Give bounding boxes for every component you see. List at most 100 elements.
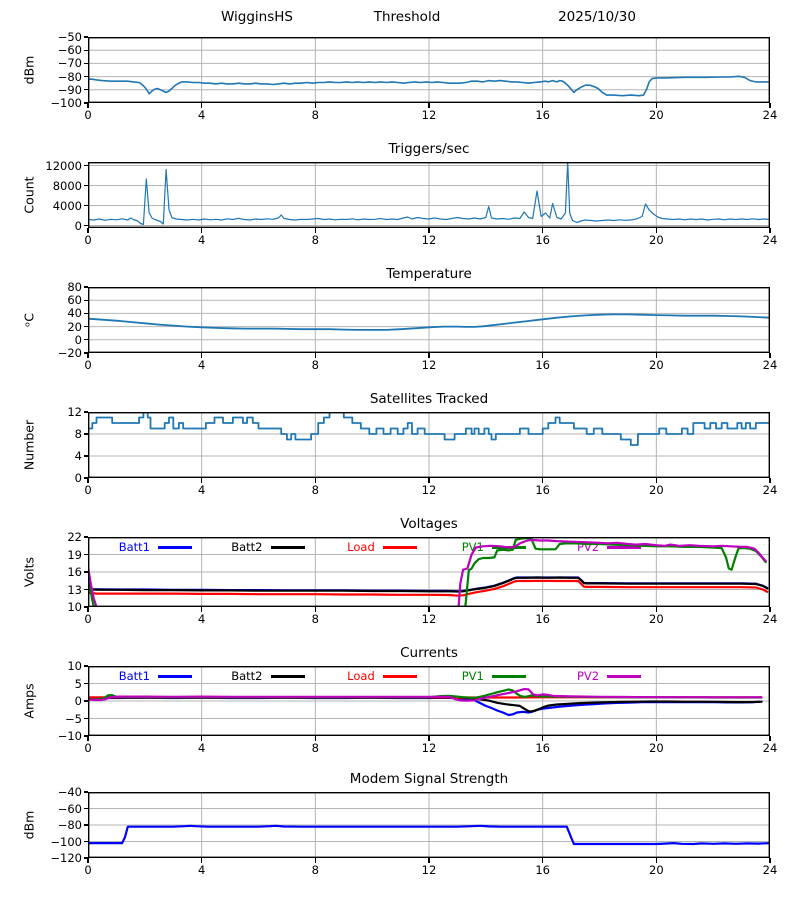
xtick-mark-temperature-24 <box>769 353 771 358</box>
xtick-mark-satellites-12 <box>428 478 430 483</box>
xtick-label-temperature-8: 8 <box>311 358 319 372</box>
xtick-mark-triggers-20 <box>655 228 657 233</box>
ytick-label-temperature-40: 40 <box>67 306 82 321</box>
ytick-label-temperature--20: −20 <box>57 346 82 360</box>
axes-frame-threshold <box>88 37 770 103</box>
xtick-label-currents-12: 12 <box>421 741 437 755</box>
xtick-mark-currents-0 <box>87 736 89 741</box>
xtick-label-satellites-12: 12 <box>421 483 437 497</box>
series-threshold-threshold <box>88 75 770 97</box>
xtick-mark-triggers-0 <box>87 228 89 233</box>
ytick-label-modem--40: −40 <box>57 785 82 799</box>
series-temperature-temperature <box>88 313 770 331</box>
xtick-mark-satellites-4 <box>201 478 203 483</box>
legend-swatch-pv2 <box>607 675 642 678</box>
ytick-label-triggers-8000: 8000 <box>52 178 82 193</box>
xtick-label-triggers-24: 24 <box>762 233 778 247</box>
axes-frame-voltages <box>88 537 770 607</box>
legend-label-batt2: Batt2 <box>231 540 263 554</box>
xtick-mark-voltages-4 <box>201 607 203 612</box>
xtick-mark-currents-4 <box>201 736 203 741</box>
ytick-mark-satellites-0 <box>83 477 88 479</box>
xtick-mark-modem-24 <box>769 858 771 863</box>
xtick-label-currents-0: 0 <box>84 741 92 755</box>
plot-area-currents <box>88 666 770 736</box>
legend-swatch-pv2 <box>607 546 642 549</box>
xtick-mark-temperature-12 <box>428 353 430 358</box>
xtick-mark-satellites-0 <box>87 478 89 483</box>
xtick-mark-threshold-20 <box>655 103 657 108</box>
legend-label-pv1: PV1 <box>461 540 484 554</box>
xtick-label-currents-24: 24 <box>762 741 778 755</box>
date-label: 2025/10/30 <box>558 9 636 25</box>
ytick-label-temperature-0: 0 <box>74 332 82 347</box>
ytick-label-voltages-13: 13 <box>67 582 82 597</box>
xtick-mark-voltages-24 <box>769 607 771 612</box>
ytick-mark-currents--10 <box>83 735 88 737</box>
panel-title-temperature: Temperature <box>386 266 472 282</box>
xtick-label-temperature-12: 12 <box>421 358 437 372</box>
xtick-mark-temperature-0 <box>87 353 89 358</box>
ytick-label-threshold--100: −100 <box>50 96 82 110</box>
xtick-mark-modem-12 <box>428 858 430 863</box>
ytick-mark-modem--60 <box>83 807 88 810</box>
ytick-label-modem--80: −80 <box>57 818 82 832</box>
ytick-label-satellites-12: 12 <box>67 405 82 419</box>
xtick-mark-temperature-20 <box>655 353 657 358</box>
ytick-mark-temperature--20 <box>83 352 88 354</box>
xtick-mark-voltages-12 <box>428 607 430 612</box>
series-currents-pv2 <box>88 688 763 702</box>
legend-item-load-currents: Load <box>347 669 417 683</box>
xtick-label-modem-24: 24 <box>762 863 778 877</box>
xtick-mark-currents-12 <box>428 736 430 741</box>
ytick-label-triggers-4000: 4000 <box>52 198 82 213</box>
xtick-mark-temperature-8 <box>314 353 316 358</box>
legend-swatch-batt1 <box>157 546 192 549</box>
ytick-label-currents-0: 0 <box>74 694 82 708</box>
legend-label-batt1: Batt1 <box>118 540 150 554</box>
xtick-mark-modem-8 <box>314 858 316 863</box>
ytick-label-temperature-20: 20 <box>67 319 82 334</box>
ytick-mark-threshold--80 <box>83 76 88 78</box>
xtick-mark-threshold-0 <box>87 103 89 108</box>
xtick-label-triggers-0: 0 <box>84 233 92 247</box>
axes-frame-currents <box>88 666 770 736</box>
panel-title-currents: Currents <box>400 645 458 661</box>
xtick-mark-threshold-4 <box>201 103 203 108</box>
legend-item-load-voltages: Load <box>347 540 417 554</box>
xtick-mark-triggers-16 <box>542 228 544 233</box>
legend-item-batt1-voltages: Batt1 <box>119 540 192 554</box>
ytick-mark-modem--120 <box>83 857 88 859</box>
legend-swatch-pv1 <box>491 675 526 678</box>
ytick-mark-satellites-12 <box>83 411 88 413</box>
ytick-mark-temperature-60 <box>83 299 88 301</box>
xtick-label-voltages-20: 20 <box>649 612 664 626</box>
xtick-label-satellites-0: 0 <box>84 483 92 497</box>
ytick-mark-threshold--90 <box>83 89 88 91</box>
series-voltages-pv2 <box>88 538 767 607</box>
ytick-mark-triggers-8000 <box>83 184 88 187</box>
xtick-label-currents-20: 20 <box>649 741 664 755</box>
series-currents-batt2 <box>88 696 763 713</box>
xtick-label-modem-8: 8 <box>311 863 319 877</box>
axes-frame-modem <box>88 792 770 858</box>
xtick-mark-satellites-20 <box>655 478 657 483</box>
legend-item-pv2-currents: PV2 <box>577 669 642 683</box>
xtick-mark-currents-24 <box>769 736 771 741</box>
ytick-label-voltages-10: 10 <box>67 600 82 614</box>
xtick-mark-voltages-8 <box>314 607 316 612</box>
xtick-mark-satellites-8 <box>314 478 316 483</box>
xtick-label-threshold-24: 24 <box>762 108 778 122</box>
xtick-label-threshold-0: 0 <box>84 108 92 122</box>
xtick-label-temperature-16: 16 <box>535 358 550 372</box>
xtick-label-temperature-4: 4 <box>197 358 206 372</box>
series-voltages-batt2 <box>88 576 769 593</box>
xtick-label-voltages-16: 16 <box>535 612 550 626</box>
ytick-mark-voltages-22 <box>83 536 88 538</box>
legend-item-pv1-currents: PV1 <box>462 669 526 683</box>
xtick-label-voltages-4: 4 <box>197 612 206 626</box>
ytick-label-threshold--60: −60 <box>57 43 82 58</box>
xtick-mark-modem-0 <box>87 858 89 863</box>
ytick-mark-temperature-20 <box>83 326 88 328</box>
xtick-mark-satellites-16 <box>542 478 544 483</box>
